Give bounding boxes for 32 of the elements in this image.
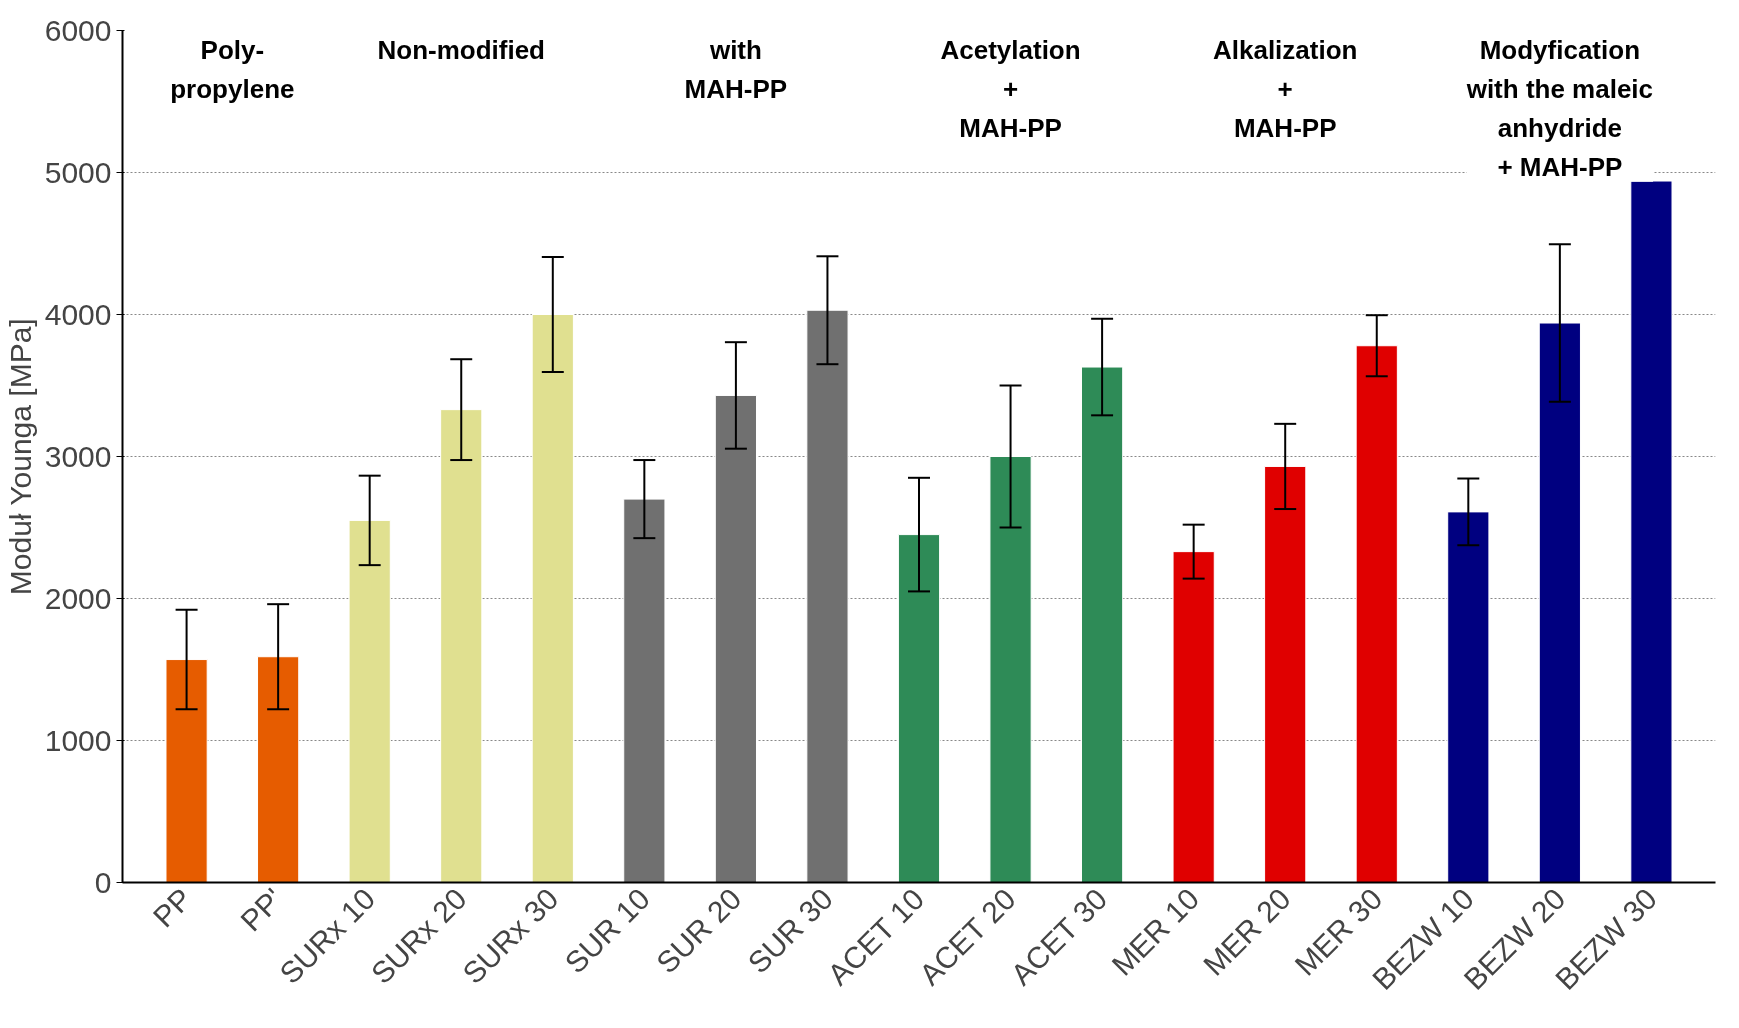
bar: [531, 314, 574, 883]
bar: [1081, 366, 1124, 883]
bar: [257, 656, 300, 883]
y-tick-label: 4000: [44, 297, 112, 331]
annotation: Alkalization + MAH-PP: [1212, 34, 1358, 143]
annotation: Poly- propylene: [170, 34, 295, 104]
bar: [1355, 345, 1398, 883]
bar: [1447, 511, 1490, 883]
bar: [1264, 465, 1307, 883]
y-tick-label: 5000: [44, 155, 112, 189]
bar: [806, 309, 849, 883]
y-tick-label: 1000: [44, 723, 112, 757]
annotation: with MAH-PP: [684, 34, 788, 104]
bar: [1538, 322, 1581, 883]
bar: [440, 409, 483, 883]
y-tick-label: 2000: [44, 581, 112, 615]
bar: [165, 659, 208, 883]
bar: [623, 498, 666, 883]
bar: [897, 534, 941, 883]
annotation: Acetylation + MAH-PP: [940, 34, 1081, 143]
annotation: Non-modified: [377, 34, 546, 65]
y-axis-title: Moduł Younga [MPa]: [3, 318, 37, 596]
x-tick-label: PP': [234, 881, 290, 938]
bar: [989, 456, 1032, 883]
y-tick-label: 3000: [44, 439, 112, 473]
bar: [348, 519, 391, 883]
annotation: Modyfication with the maleic anhydride + MAH-PP: [1465, 34, 1654, 182]
y-tick-label: 0: [94, 865, 112, 899]
bar: [1172, 551, 1215, 883]
x-tick-label: PP: [146, 881, 199, 934]
bar: [714, 394, 757, 883]
y-tick-label: 6000: [44, 13, 112, 47]
